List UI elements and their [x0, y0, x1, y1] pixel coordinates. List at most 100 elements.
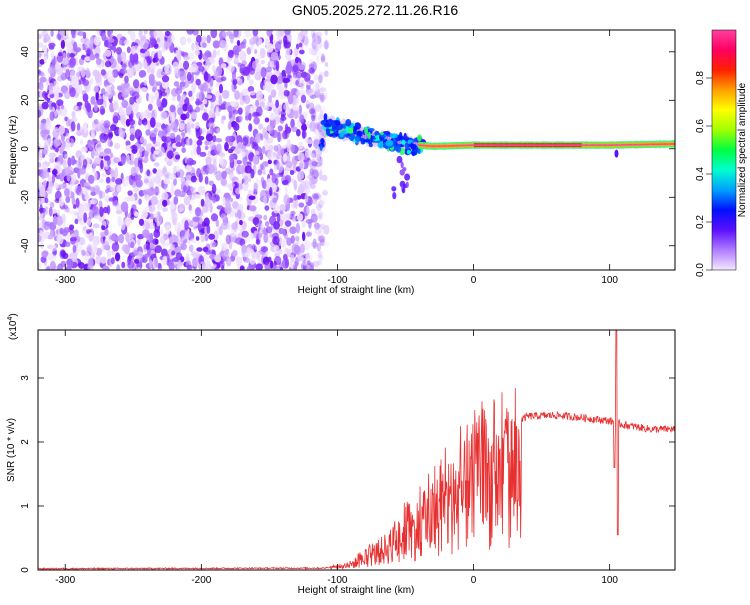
spectrogram-noise-cell: [64, 167, 70, 176]
spectrogram-noise-cell: [49, 89, 54, 95]
spectrogram-noise-cell: [109, 58, 117, 69]
spectrogram-noise-cell: [186, 164, 193, 172]
spectrogram-noise-cell: [91, 133, 96, 139]
signal-line-cell: [584, 144, 587, 146]
spectrogram-noise-cell: [258, 123, 264, 130]
spectrogram-noise-cell: [281, 238, 287, 248]
spectrogram-noise-cell: [270, 74, 278, 85]
spectrogram-noise-cell: [268, 94, 272, 103]
spectrogram-noise-cell: [47, 67, 54, 74]
spectrogram-noise-cell: [290, 143, 295, 153]
spectrogram-noise-cell: [143, 79, 147, 86]
spectrogram-noise-cell: [269, 168, 274, 176]
spectrogram-noise-cell: [291, 215, 297, 223]
spectrogram-noise-cell: [242, 136, 249, 146]
signal-line-cell: [467, 144, 469, 147]
spectrogram-noise-cell: [134, 59, 139, 65]
spectrogram-noise-cell: [295, 79, 299, 86]
snr-y-ticks: 0 1 2 3: [20, 375, 675, 573]
spectrogram-noise-cell: [87, 265, 94, 270]
spectrogram-noise-cell: [223, 251, 230, 257]
snr-panel: -300 -200 -100 0 100 0 1 2 3 Height of straight…: [6, 313, 676, 596]
signal-line-cell: [418, 144, 420, 146]
spectrogram-noise-cell: [109, 235, 117, 241]
spectrogram-noise-cell: [286, 237, 292, 246]
spectrogram-noise-cell: [127, 260, 135, 269]
spectrogram-noise-cell: [276, 146, 285, 157]
signal-line-cell: [611, 144, 613, 146]
spectrogram-noise-cell: [236, 39, 241, 47]
spectrogram-noise-cell: [159, 236, 166, 244]
signal-line-cell: [629, 143, 631, 146]
spectrogram-noise-cell: [317, 160, 324, 167]
signal-line-cell: [498, 144, 500, 146]
spectrogram-noise-cell: [318, 235, 326, 243]
spectrogram-noise-cell: [310, 30, 316, 39]
spectrogram-noise-cell: [232, 249, 238, 257]
spectrogram-noise-cell: [272, 197, 278, 204]
spectrogram-noise-cell: [82, 158, 88, 168]
spectrogram-noise-cell: [215, 138, 223, 143]
spectrogram-noise-cell: [232, 45, 240, 55]
signal-line-cell: [643, 143, 646, 146]
signal-branch-cell: [401, 187, 406, 194]
spectrogram-noise-cell: [306, 121, 311, 130]
spectrogram-noise-cell: [153, 127, 158, 133]
spectrogram-noise-cell: [293, 198, 299, 209]
spectrogram-noise-cell: [64, 188, 70, 197]
signal-line-cell: [477, 144, 479, 146]
spectrogram-noise-cell: [183, 55, 190, 61]
spectrogram-noise-cell: [133, 45, 139, 54]
spectrogram-noise-cell: [243, 94, 251, 105]
spectrogram-noise-cell: [186, 36, 192, 44]
signal-core-cell: [363, 139, 371, 143]
spectrogram-noise-cell: [296, 34, 302, 44]
spectrogram-noise-cell: [163, 40, 169, 51]
spectrogram-noise-cell: [89, 53, 96, 61]
spectrogram-noise-cell: [114, 142, 121, 150]
spectrogram-noise-cell: [294, 155, 299, 163]
spectrogram-noise-cell: [83, 122, 88, 133]
spectrogram-noise-cell: [281, 180, 289, 186]
spectrogram-noise-cell: [196, 247, 203, 252]
spectrogram-noise-cell: [311, 106, 317, 115]
spectrogram-noise-cell: [275, 99, 280, 109]
spectrogram-noise-cell: [102, 100, 108, 109]
spectrogram-noise-cell: [318, 250, 323, 260]
spectrogram-noise-cell: [264, 221, 270, 227]
spectrogram-noise-cell: [138, 30, 143, 39]
spectrogram-noise-cell: [226, 135, 233, 142]
spectrogram-noise-cell: [320, 197, 327, 205]
spectrogram-noise-cell: [48, 100, 54, 110]
spectrogram-noise-cell: [286, 145, 291, 153]
spectrogram-noise-cell: [138, 120, 142, 126]
snr-multiplier: (x104): [7, 313, 19, 340]
spectrogram-noise-cell: [301, 123, 308, 132]
spectrogram-noise-cell: [308, 108, 316, 115]
spectrogram-noise-cell: [263, 214, 268, 221]
spectrogram-noise-cell: [194, 121, 200, 129]
snr-x-label: Height of straight line (km): [298, 585, 415, 596]
spectrogram-noise-cell: [154, 258, 159, 268]
spectrogram-noise-cell: [108, 38, 115, 43]
y-tick-label: -20: [20, 190, 31, 205]
spectrogram-noise-cell: [273, 145, 279, 152]
spectrogram-noise-cell: [163, 179, 171, 185]
spectrogram-noise-cell: [179, 70, 187, 82]
spectrogram-noise-cell: [59, 172, 65, 182]
spectrogram-noise-cell: [90, 95, 96, 105]
signal-line-cell: [486, 144, 489, 146]
spectrogram-noise-cell: [50, 51, 55, 60]
spectrogram-noise-cell: [204, 233, 209, 242]
spectrogram-noise-cell: [149, 243, 156, 249]
spectrogram-noise-cell: [140, 87, 148, 93]
signal-line-cell: [622, 144, 625, 146]
spectrogram-noise-cell: [98, 178, 104, 183]
spectrogram-noise-cell: [137, 266, 141, 270]
spectrogram-noise-cell: [260, 222, 264, 231]
spectrogram-noise-cell: [228, 111, 233, 119]
spectrogram-noise-cell: [306, 205, 310, 215]
spectrogram-noise-cell: [313, 74, 317, 83]
